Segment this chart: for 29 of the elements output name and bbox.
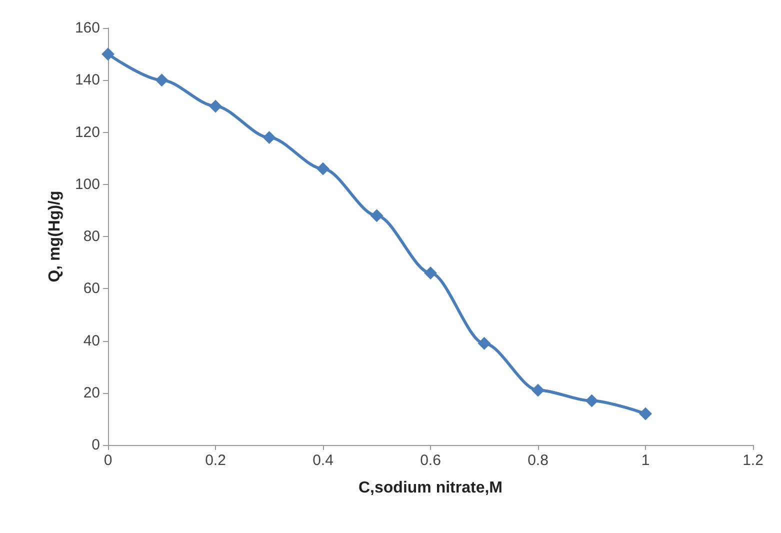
- point: [585, 394, 598, 408]
- y-tick-label: 60: [83, 280, 100, 298]
- point: [102, 48, 114, 61]
- x-tick-label: 0.6: [420, 452, 441, 469]
- y-tick-label: 80: [83, 228, 100, 245]
- point: [424, 266, 437, 280]
- x-tick-label: 0.8: [528, 452, 548, 469]
- y-tick-label: 40: [83, 332, 100, 350]
- y-tick-label: 100: [74, 176, 100, 193]
- y-tick-label: 0: [92, 436, 100, 454]
- x-tick-label: 0.4: [312, 452, 334, 469]
- x-tick-label: 0.2: [205, 452, 226, 469]
- point: [532, 384, 544, 397]
- point: [316, 162, 330, 176]
- y-tick-label: 160: [74, 20, 100, 36]
- y-tick-label: 20: [83, 384, 100, 402]
- point: [370, 209, 384, 222]
- y-axis-title: Q, mg(Hg)/g: [46, 190, 64, 282]
- point: [155, 74, 168, 87]
- point: [209, 100, 222, 113]
- x-tick-label: 0: [104, 452, 112, 469]
- point: [639, 407, 652, 420]
- y-tick-label: 140: [74, 72, 100, 89]
- x-axis-title: C,sodium nitrate,M: [358, 480, 503, 496]
- point: [478, 336, 491, 350]
- y-tick-label: 120: [74, 124, 100, 141]
- point: [262, 130, 276, 144]
- x-tick-label: 1: [641, 452, 650, 469]
- x-tick-label: 1.2: [742, 452, 764, 469]
